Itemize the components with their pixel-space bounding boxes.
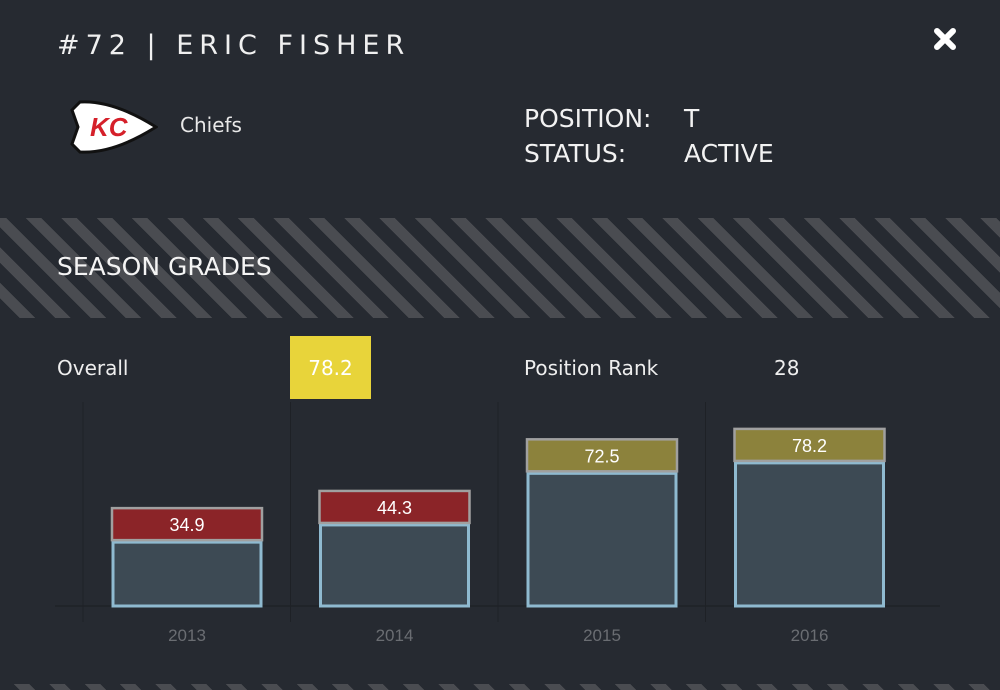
close-icon[interactable]: [932, 26, 958, 52]
x-tick-label: 2014: [376, 626, 414, 645]
status-label: STATUS:: [524, 139, 627, 168]
position-value: T: [684, 104, 700, 133]
x-tick-label: 2016: [791, 626, 829, 645]
position-label: POSITION:: [524, 104, 652, 133]
bottom-band: [0, 684, 1000, 690]
status-row: STATUS: ACTIVE: [524, 139, 774, 168]
section-band: [0, 218, 1000, 318]
bar-value-label: 34.9: [169, 515, 204, 535]
player-title: #72 | ERIC FISHER: [57, 30, 411, 61]
team-name: Chiefs: [180, 113, 242, 137]
bar-label-box-2016: [733, 427, 886, 463]
status-value: ACTIVE: [684, 139, 774, 168]
bar-label-box-2014: [318, 489, 471, 525]
position-rank-label: Position Rank: [524, 356, 659, 380]
bar-value-label: 72.5: [584, 446, 619, 466]
x-tick-label: 2015: [583, 626, 621, 645]
chiefs-logo: KC: [70, 100, 158, 154]
bar-label-box-2015: [525, 438, 679, 473]
svg-text:KC: KC: [90, 112, 129, 142]
bar-value-label: 78.2: [792, 436, 827, 456]
overall-grade-badge: 78.2: [290, 336, 371, 399]
bar-2015: [526, 471, 678, 608]
x-tick-label: 2013: [168, 626, 206, 645]
overall-label: Overall: [57, 356, 129, 380]
bar-2013: [111, 540, 263, 608]
bar-2014: [319, 523, 470, 608]
bar-label-box-2013: [110, 506, 264, 542]
bar-2016: [734, 461, 885, 608]
position-rank-value: 28: [774, 356, 800, 380]
position-row: POSITION: T: [524, 104, 699, 133]
bar-value-label: 44.3: [377, 498, 412, 518]
section-title: SEASON GRADES: [57, 252, 272, 281]
